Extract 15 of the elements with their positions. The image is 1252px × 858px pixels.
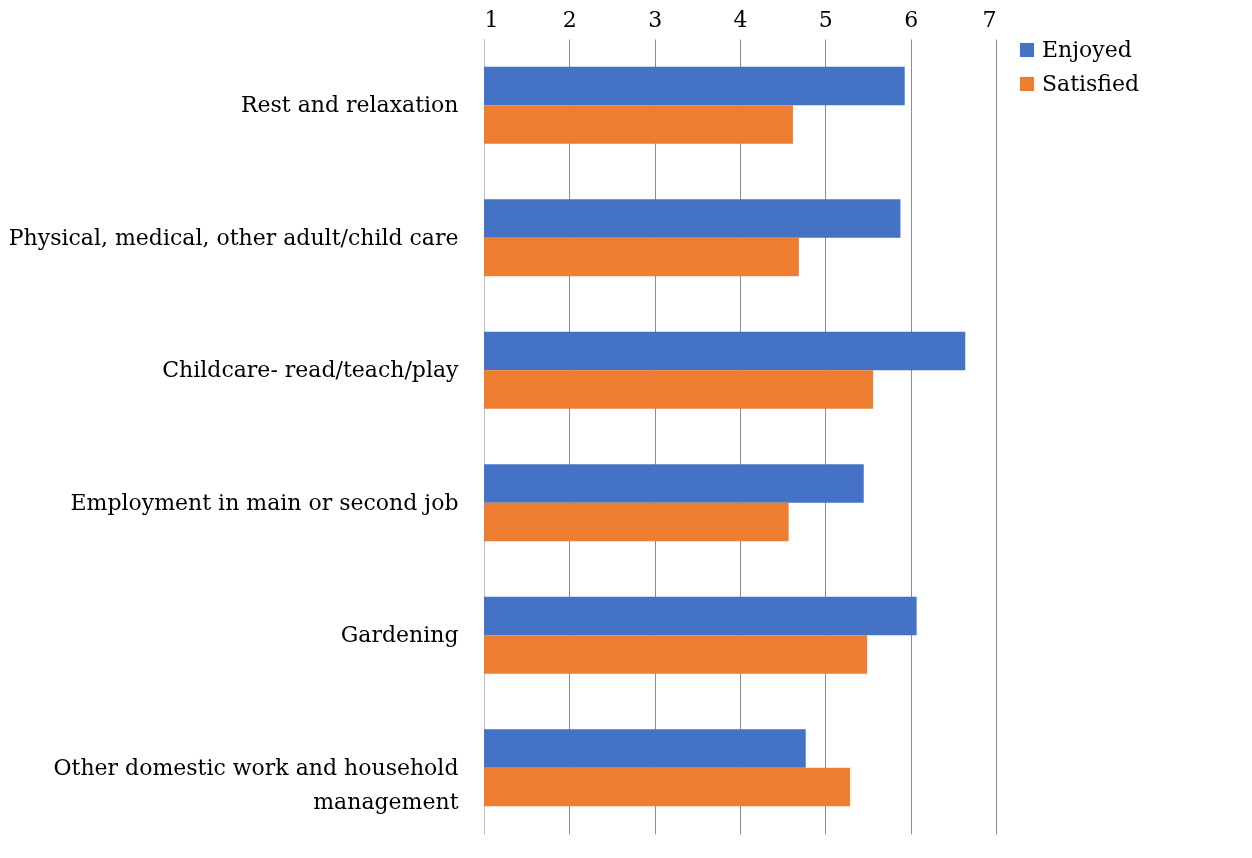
x-tick-label: 2 <box>562 6 577 32</box>
legend-label: Enjoyed <box>1042 37 1132 62</box>
y-tick-label: Rest and relaxation <box>240 92 459 118</box>
legend-label: Satisfied <box>1042 71 1140 96</box>
x-tick-label: 7 <box>982 6 997 32</box>
y-tick-label: Physical, medical, other adult/child care <box>8 224 459 250</box>
x-tick-label: 4 <box>733 6 748 32</box>
x-tick-label: 3 <box>648 6 663 32</box>
x-tick-label: 5 <box>818 6 833 32</box>
x-tick-label: 1 <box>484 6 499 32</box>
y-tick-label: Childcare- read/teach/play <box>162 357 460 383</box>
y-tick-label: Employment in main or second job <box>70 489 459 515</box>
x-tick-label: 6 <box>904 6 919 32</box>
y-tick-label: Gardening <box>340 622 459 648</box>
y-tick-label: Other domestic work and household management <box>53 754 459 814</box>
